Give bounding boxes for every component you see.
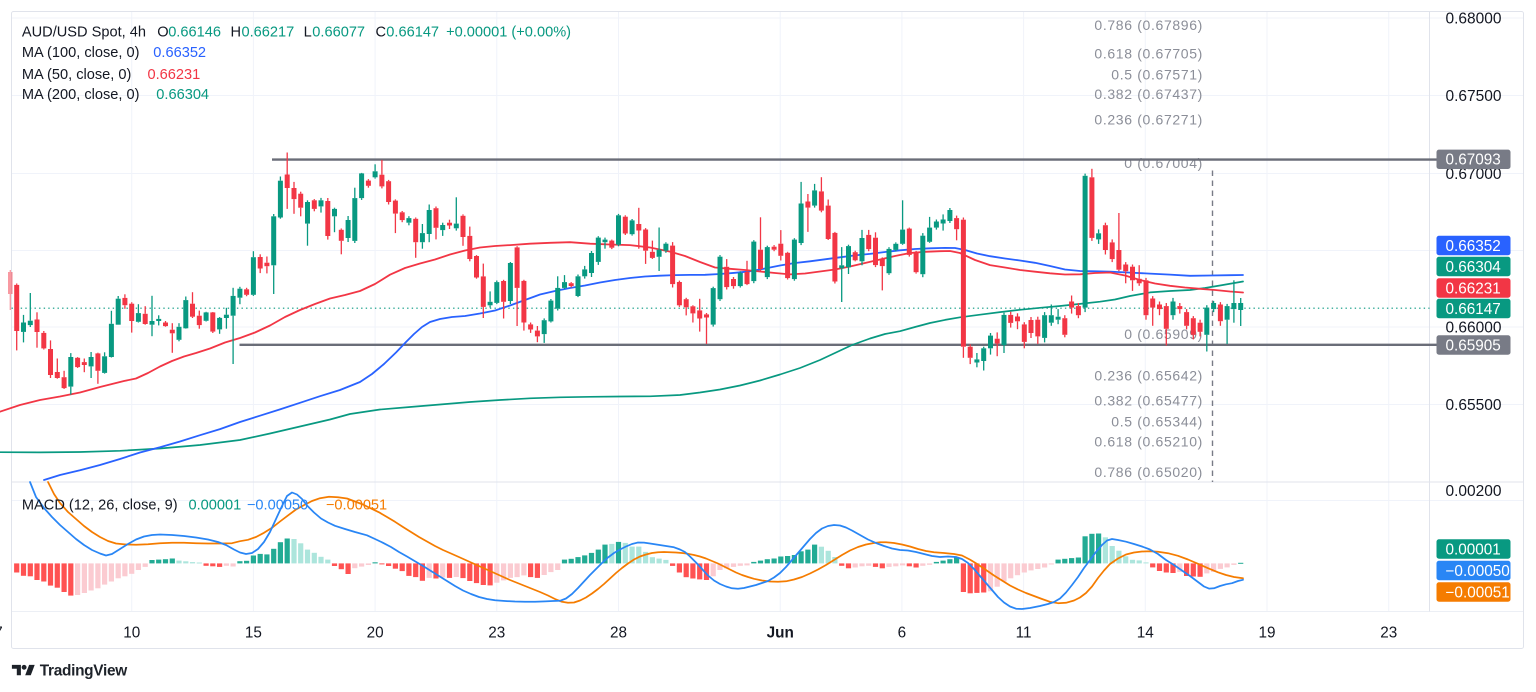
- svg-text:0 (0.67004): 0 (0.67004): [1124, 155, 1203, 171]
- svg-text:0.66352: 0.66352: [1446, 238, 1501, 255]
- svg-text:0.66231: 0.66231: [1446, 280, 1501, 297]
- svg-text:0.00001: 0.00001: [189, 497, 242, 513]
- svg-text:0.67000: 0.67000: [1446, 166, 1502, 183]
- svg-text:0.66146: 0.66146: [168, 24, 221, 40]
- svg-text:28: 28: [610, 625, 627, 642]
- svg-text:14: 14: [1137, 625, 1155, 642]
- svg-text:MA (50, close, 0): MA (50, close, 0): [22, 67, 131, 83]
- svg-text:0.66304: 0.66304: [156, 87, 209, 103]
- svg-text:0.382 (0.65477): 0.382 (0.65477): [1094, 393, 1203, 409]
- svg-text:O: O: [157, 24, 168, 40]
- svg-text:H: H: [231, 24, 242, 40]
- svg-text:0.5 (0.67571): 0.5 (0.67571): [1111, 67, 1203, 83]
- svg-text:−0.00050: −0.00050: [247, 497, 308, 513]
- svg-text:+0.00001 (+0.00%): +0.00001 (+0.00%): [446, 24, 571, 40]
- svg-text:0.66147: 0.66147: [1446, 301, 1501, 318]
- svg-text:0.382 (0.67437): 0.382 (0.67437): [1094, 86, 1203, 102]
- svg-text:20: 20: [367, 625, 384, 642]
- svg-text:0.66147: 0.66147: [386, 24, 439, 40]
- svg-text:MACD (12, 26, close, 9): MACD (12, 26, close, 9): [22, 497, 178, 513]
- svg-text:MA (100, close, 0): MA (100, close, 0): [22, 45, 140, 61]
- svg-text:6: 6: [898, 625, 907, 642]
- svg-text:−0.00051: −0.00051: [326, 497, 387, 513]
- svg-text:11: 11: [1016, 625, 1032, 642]
- svg-text:0.236 (0.67271): 0.236 (0.67271): [1094, 111, 1203, 127]
- svg-text:C: C: [376, 24, 387, 40]
- svg-text:0.00200: 0.00200: [1446, 483, 1502, 500]
- svg-text:0.618 (0.67705): 0.618 (0.67705): [1094, 45, 1203, 61]
- svg-text:0.67500: 0.67500: [1446, 88, 1502, 105]
- svg-text:L: L: [304, 24, 312, 40]
- svg-text:0.236 (0.65642): 0.236 (0.65642): [1094, 368, 1203, 384]
- svg-text:0.00001: 0.00001: [1446, 541, 1501, 558]
- svg-text:Jun: Jun: [767, 625, 794, 642]
- svg-text:0.65500: 0.65500: [1446, 397, 1502, 414]
- svg-text:0.67093: 0.67093: [1446, 152, 1501, 169]
- svg-text:15: 15: [245, 625, 262, 642]
- svg-text:23: 23: [1380, 625, 1397, 642]
- svg-text:0.68000: 0.68000: [1446, 11, 1502, 28]
- svg-text:−0.00051: −0.00051: [1446, 584, 1510, 601]
- svg-text:23: 23: [488, 625, 505, 642]
- svg-text:0.618 (0.65210): 0.618 (0.65210): [1094, 434, 1203, 450]
- svg-text:0.66304: 0.66304: [1446, 259, 1502, 276]
- svg-text:0.66352: 0.66352: [153, 45, 206, 61]
- svg-text:0.65905: 0.65905: [1446, 337, 1501, 354]
- svg-text:7: 7: [0, 625, 3, 642]
- svg-text:0.66231: 0.66231: [148, 67, 201, 83]
- svg-text:TradingView: TradingView: [40, 663, 127, 680]
- svg-text:19: 19: [1258, 625, 1275, 642]
- svg-text:0.5 (0.65344): 0.5 (0.65344): [1111, 414, 1203, 430]
- svg-text:MA (200, close, 0): MA (200, close, 0): [22, 87, 140, 103]
- svg-text:−0.00050: −0.00050: [1446, 563, 1510, 580]
- svg-text:0.786 (0.65020): 0.786 (0.65020): [1094, 464, 1203, 480]
- svg-text:0 (0.65909): 0 (0.65909): [1124, 326, 1203, 342]
- svg-text:0.66217: 0.66217: [242, 24, 295, 40]
- svg-text:AUD/USD Spot, 4h: AUD/USD Spot, 4h: [22, 24, 146, 40]
- svg-text:10: 10: [123, 625, 140, 642]
- svg-text:0.66077: 0.66077: [312, 24, 365, 40]
- svg-text:0.66000: 0.66000: [1446, 320, 1502, 337]
- svg-text:0.786 (0.67896): 0.786 (0.67896): [1094, 17, 1203, 33]
